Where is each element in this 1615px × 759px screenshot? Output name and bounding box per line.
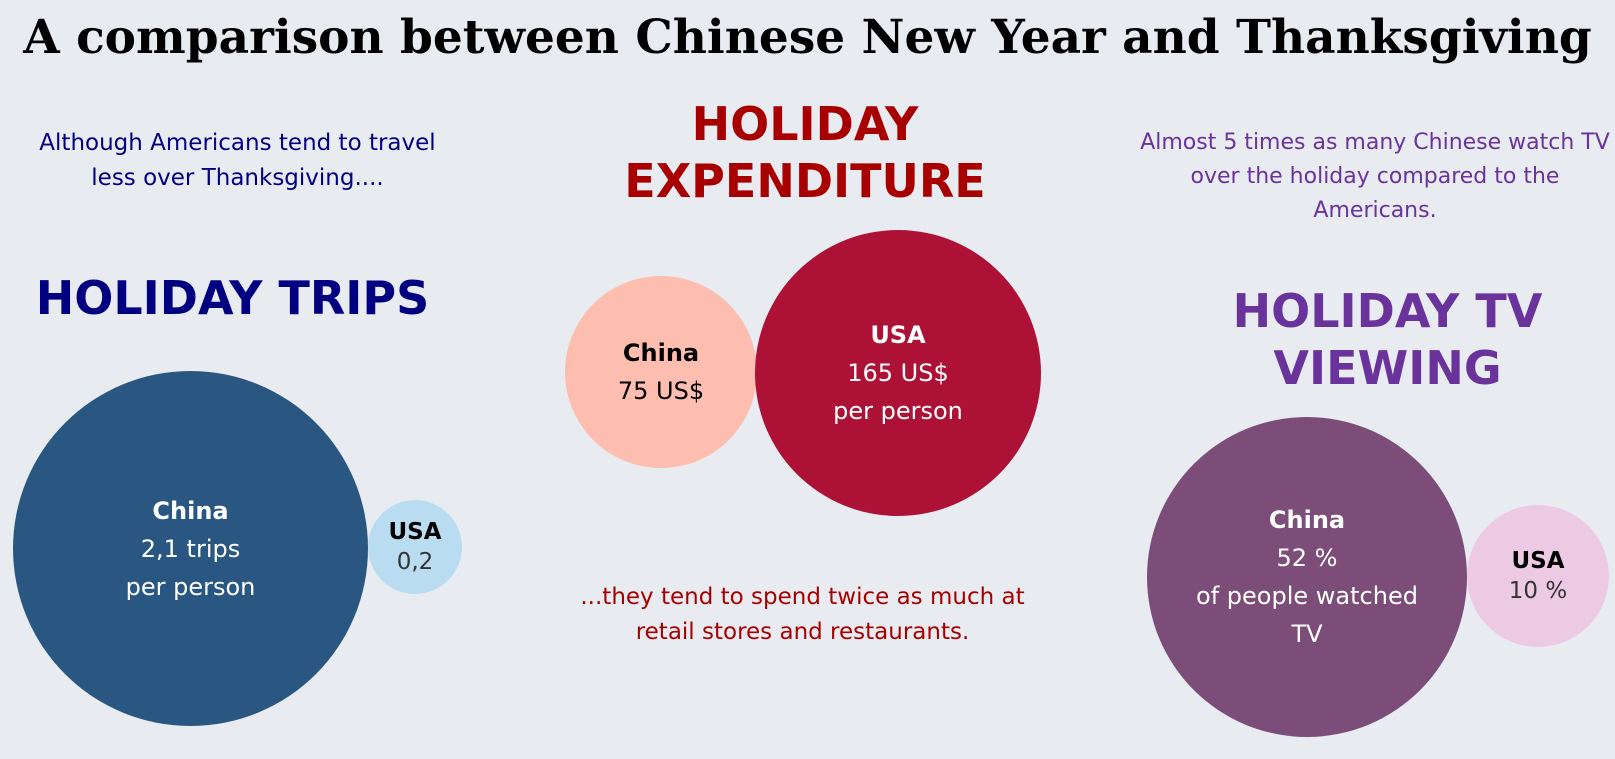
trips-usa-country-label: USA xyxy=(388,519,442,545)
trips-heading: HOLIDAY TRIPS xyxy=(35,271,430,325)
trips-usa-value-label: 0,2 xyxy=(396,549,434,575)
expenditure-heading: HOLIDAY EXPENDITURE xyxy=(580,96,1030,210)
trips-china-value-label: 2,1 trips xyxy=(140,534,241,563)
expenditure-usa-value-label: 165 US$ xyxy=(847,359,949,387)
tv-heading-text: HOLIDAY TV VIEWING xyxy=(1232,284,1543,395)
expenditure-china-country-label: China xyxy=(622,339,700,367)
tv-china-unit-label: of people watched TV xyxy=(1196,582,1418,648)
tv-china-bubble: China 52 % of people watched TV xyxy=(1147,417,1467,737)
trips-usa-bubble: USA 0,2 xyxy=(368,500,462,594)
tv-usa-bubble: USA 10 % xyxy=(1467,505,1609,647)
trips-china-country-label: China xyxy=(152,496,229,525)
tv-china-value-label: 52 % xyxy=(1276,544,1338,572)
expenditure-usa-country-label: USA xyxy=(870,321,926,349)
trips-china-bubble: China 2,1 trips per person xyxy=(13,371,368,726)
expenditure-china-value-label: 75 US$ xyxy=(617,377,705,405)
tv-usa-value-label: 10 % xyxy=(1508,578,1568,604)
expenditure-usa-unit-label: per person xyxy=(833,397,963,425)
tv-usa-country-label: USA xyxy=(1511,548,1565,574)
expenditure-china-bubble: China 75 US$ xyxy=(565,276,757,468)
tv-china-country-label: China xyxy=(1268,506,1346,534)
expenditure-usa-bubble: USA 165 US$ per person xyxy=(755,230,1041,516)
trips-china-unit-label: per person xyxy=(125,572,256,601)
page-title: A comparison between Chinese New Year an… xyxy=(23,10,1592,65)
expenditure-note: ...they tend to spend twice as much at r… xyxy=(580,584,1025,645)
tv-heading: HOLIDAY TV VIEWING xyxy=(1160,283,1615,397)
expenditure-heading-text: HOLIDAY EXPENDITURE xyxy=(624,97,986,208)
tv-note: Almost 5 times as many Chinese watch TV … xyxy=(1140,130,1610,223)
trips-note: Although Americans tend to travel less o… xyxy=(39,130,436,191)
